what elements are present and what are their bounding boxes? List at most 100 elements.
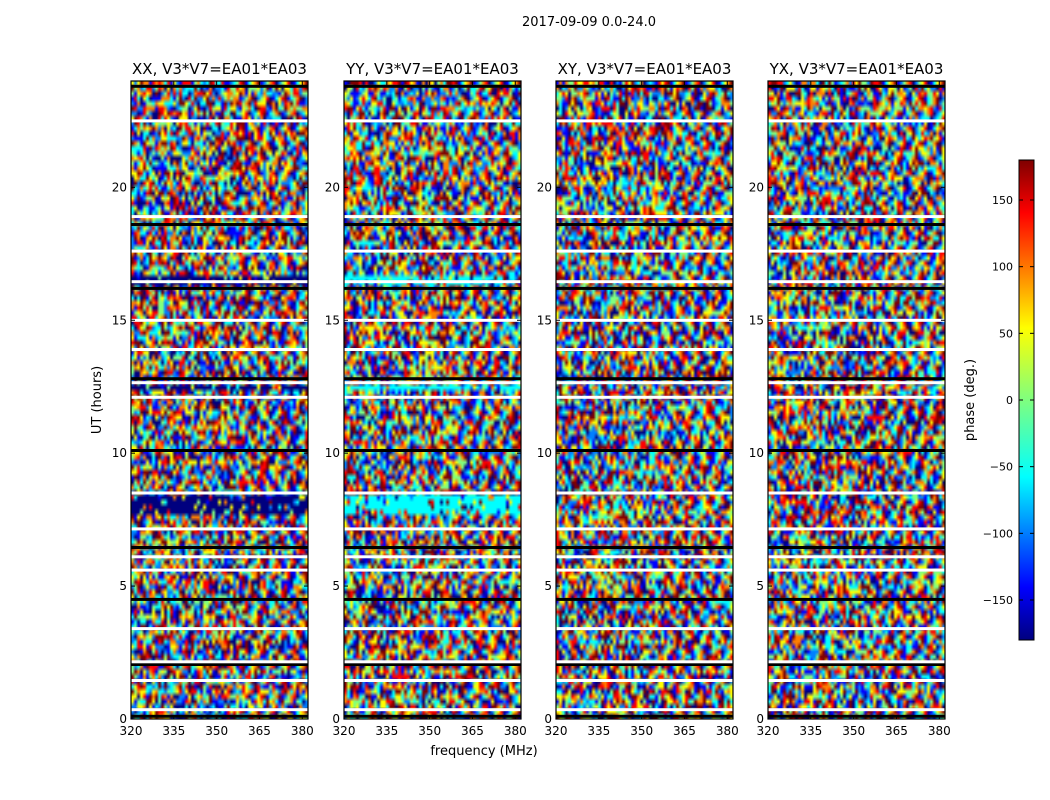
- flagged-row: [768, 377, 945, 381]
- flagged-row: [556, 527, 733, 531]
- x-tick-label: 335: [162, 724, 185, 738]
- flagged-row: [556, 491, 733, 495]
- phase-image: [768, 81, 945, 719]
- flagged-row: [131, 223, 308, 226]
- flagged-row: [556, 568, 733, 572]
- y-tick-label: 10: [537, 446, 552, 460]
- flagged-row: [131, 597, 308, 601]
- flagged-row: [556, 249, 733, 253]
- y-tick-label: 0: [544, 712, 552, 726]
- x-tick-label: 335: [799, 724, 822, 738]
- flagged-row: [556, 555, 733, 559]
- y-tick-label: 10: [325, 446, 340, 460]
- flagged-row: [131, 555, 308, 559]
- flagged-row: [556, 223, 733, 226]
- flagged-row: [556, 348, 733, 351]
- x-tick-label: 380: [928, 724, 951, 738]
- axes-frame: [343, 80, 522, 720]
- flagged-row: [344, 555, 521, 559]
- y-tick-label: 15: [325, 313, 340, 327]
- x-tick-label: 320: [545, 724, 568, 738]
- flagged-row: [344, 714, 521, 718]
- flagged-row: [768, 679, 945, 682]
- flagged-row: [131, 568, 308, 572]
- y-tick-label: 0: [119, 712, 127, 726]
- colorbar-tick-label: 0: [1006, 394, 1013, 407]
- flagged-row: [131, 215, 308, 219]
- colorbar-ticks: −150 −100 −50 0 50 100 150: [983, 194, 1034, 607]
- y-tick-label: 20: [112, 180, 127, 194]
- flagged-row: [344, 249, 521, 253]
- x-tick-label: 335: [587, 724, 610, 738]
- colorbar-tick-label: 50: [999, 327, 1013, 340]
- flagged-row: [131, 377, 308, 381]
- flagged-row: [131, 546, 308, 549]
- y-tick-label: 5: [756, 579, 764, 593]
- flagged-row: [556, 708, 733, 712]
- flagged-row: [768, 663, 945, 666]
- flagged-row: [344, 395, 521, 399]
- flagged-row: [344, 286, 521, 290]
- flagged-row: [344, 280, 521, 284]
- y-tick-label: 5: [544, 579, 552, 593]
- panel-xx: XX, V3*V7=EA01*EA03 320 335 350 365 380 0 5 10 15…: [112, 60, 314, 738]
- panel-title: YY, V3*V7=EA01*EA03: [345, 60, 519, 78]
- flagged-row: [131, 280, 308, 284]
- y-tick-label: 5: [119, 579, 127, 593]
- flagged-row: [344, 377, 521, 381]
- flagged-row: [768, 84, 945, 88]
- flagged-row: [768, 249, 945, 253]
- flagged-row: [344, 449, 521, 452]
- flagged-row: [556, 119, 733, 123]
- x-tick-label: 380: [291, 724, 314, 738]
- panel-title: YX, V3*V7=EA01*EA03: [769, 60, 944, 78]
- y-tick-label: 20: [537, 180, 552, 194]
- x-tick-label: 350: [418, 724, 441, 738]
- flagged-row: [344, 381, 521, 385]
- panel-title: XY, V3*V7=EA01*EA03: [558, 60, 732, 78]
- colorbar: −150 −100 −50 0 50 100 150 phase (deg.): [963, 159, 1035, 641]
- y-tick-label: 15: [749, 313, 764, 327]
- flagged-row: [131, 663, 308, 666]
- flagged-row: [344, 223, 521, 226]
- colorbar-tick-label: −50: [990, 461, 1013, 474]
- flagged-row: [344, 527, 521, 531]
- axes-frame: [767, 80, 946, 720]
- flagged-row: [344, 708, 521, 712]
- x-tick-label: 350: [630, 724, 653, 738]
- flagged-row: [768, 491, 945, 495]
- flagged-row: [556, 449, 733, 452]
- flagged-row: [131, 679, 308, 682]
- flagged-row: [131, 660, 308, 664]
- flagged-row: [768, 215, 945, 219]
- flagged-row: [768, 395, 945, 399]
- y-tick-label: 10: [749, 446, 764, 460]
- flagged-row: [344, 119, 521, 123]
- x-tick-label: 365: [248, 724, 271, 738]
- flagged-row: [556, 627, 733, 631]
- flagged-row: [344, 348, 521, 351]
- flagged-row: [556, 318, 733, 322]
- flagged-row: [344, 491, 521, 495]
- y-tick-label: 0: [332, 712, 340, 726]
- flagged-row: [556, 663, 733, 666]
- flagged-row: [131, 286, 308, 290]
- y-tick-label: 10: [112, 446, 127, 460]
- flagged-row: [131, 119, 308, 123]
- panel-xy: XY, V3*V7=EA01*EA03 320 335 350 365 380 0 5 10 15…: [537, 60, 739, 738]
- flagged-row: [768, 286, 945, 290]
- flagged-row: [556, 381, 733, 385]
- flagged-row: [131, 84, 308, 88]
- flagged-row: [768, 449, 945, 452]
- x-tick-label: 350: [842, 724, 865, 738]
- panel-yy: YY, V3*V7=EA01*EA03 320 335 350 365 380 0 5 10 15…: [325, 60, 527, 738]
- flagged-row: [768, 527, 945, 531]
- x-tick-label: 365: [461, 724, 484, 738]
- flagged-row: [768, 714, 945, 718]
- y-tick-label: 0: [756, 712, 764, 726]
- flagged-row: [556, 679, 733, 682]
- flagged-row: [131, 348, 308, 351]
- flagged-row: [344, 597, 521, 601]
- flagged-row: [768, 597, 945, 601]
- axes-frame: [555, 80, 734, 720]
